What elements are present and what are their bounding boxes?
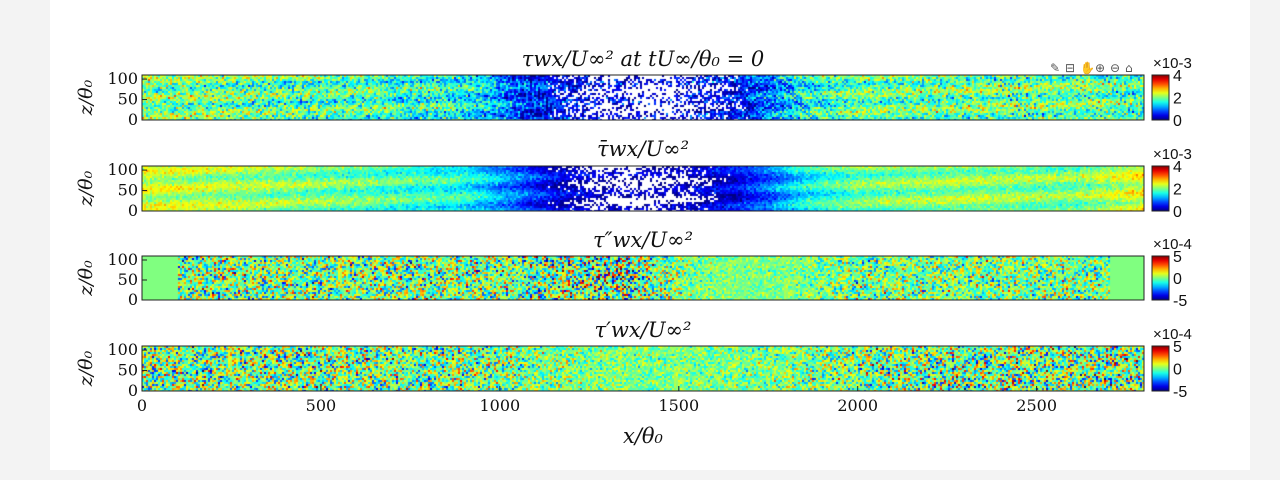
colorbar-tick: 0 <box>1173 113 1182 130</box>
ytick-label: 100 <box>107 340 138 359</box>
y-axis-label-1: z/θ₀ <box>75 79 97 116</box>
heatmap-4 <box>142 346 1144 391</box>
figure: τwx/U∞² at tU∞/θ₀ = 0 100 50 0 z/θ₀ 4 2 0 ×10-3 τ… <box>50 0 1250 470</box>
colorbar-tick: 4 <box>1173 68 1182 85</box>
colorbar-tick: 0 <box>1173 271 1182 288</box>
axes-frame-4 <box>141 345 1145 392</box>
colorbar-2 <box>1151 165 1170 212</box>
ytick-label: 0 <box>128 201 138 220</box>
colorbar-tick: 0 <box>1173 362 1182 379</box>
plot-canvas: τwx/U∞² at tU∞/θ₀ = 0100500z/θ₀420×10-3τ… <box>75 47 1192 448</box>
panel-title-4: τ′wx/U∞² <box>595 318 692 342</box>
panel-title-2: τ̄wx/U∞² <box>597 137 689 161</box>
colorbar-tick: 4 <box>1173 159 1182 176</box>
xtick-label: 0 <box>137 396 147 415</box>
xtick-label: 2500 <box>1016 396 1057 415</box>
home-icon[interactable]: ⌂ <box>1125 61 1133 75</box>
ytick-label: 0 <box>128 110 138 129</box>
zoom-out-icon[interactable]: ⊖ <box>1110 61 1120 75</box>
ytick-label: 50 <box>118 270 138 289</box>
axes-frame-2 <box>141 165 1145 212</box>
ytick-label: 100 <box>107 250 138 269</box>
colorbar-tick: 2 <box>1173 182 1182 199</box>
brush-icon[interactable]: ✎ <box>1050 61 1060 75</box>
colorbar-tick: 5 <box>1173 249 1182 266</box>
y-axis-label-3: z/θ₀ <box>75 260 97 297</box>
ytick-label: 0 <box>128 381 138 400</box>
ytick-label: 100 <box>107 160 138 179</box>
colorbar-exponent: ×10-3 <box>1153 55 1192 72</box>
ytick-label: 50 <box>118 181 138 200</box>
x-axis-label: x/θ₀ <box>623 424 664 448</box>
colorbar-3 <box>1151 255 1170 301</box>
xtick-label: 1000 <box>479 396 520 415</box>
heatmap-1 <box>142 75 1144 120</box>
heatmap-2 <box>142 166 1144 211</box>
colorbar-tick: 0 <box>1173 204 1182 221</box>
ytick-label: 100 <box>107 69 138 88</box>
ytick-label: 50 <box>118 361 138 380</box>
colorbar-exponent: ×10-3 <box>1153 146 1192 163</box>
panel-title-3: τ″wx/U∞² <box>593 228 693 252</box>
xtick-label: 1500 <box>658 396 699 415</box>
ytick-label: 0 <box>128 290 138 309</box>
colorbar-tick: -5 <box>1173 384 1187 401</box>
colorbar-tick: -5 <box>1173 293 1187 310</box>
colorbar-exponent: ×10-4 <box>1153 236 1192 253</box>
y-axis-label-2: z/θ₀ <box>75 170 97 207</box>
colorbar-exponent: ×10-4 <box>1153 326 1192 343</box>
ytick-label: 50 <box>118 90 138 109</box>
zoom-in-icon[interactable]: ⊕ <box>1095 61 1105 75</box>
axes-frame-3 <box>141 255 1145 301</box>
colorbar-tick: 2 <box>1173 91 1182 108</box>
panel-title-1: τwx/U∞² at tU∞/θ₀ = 0 <box>522 47 765 71</box>
colorbar-4 <box>1151 345 1170 392</box>
xtick-label: 500 <box>306 396 337 415</box>
colorbar-tick: 5 <box>1173 339 1182 356</box>
y-axis-label-4: z/θ₀ <box>75 350 97 387</box>
heatmap-3 <box>142 256 1144 300</box>
xtick-label: 2000 <box>837 396 878 415</box>
datatip-icon[interactable]: ⊟ <box>1065 61 1075 75</box>
colorbar-1 <box>1151 74 1170 121</box>
pan-icon[interactable]: ✋ <box>1080 61 1095 75</box>
axes-frame-1 <box>141 74 1145 121</box>
